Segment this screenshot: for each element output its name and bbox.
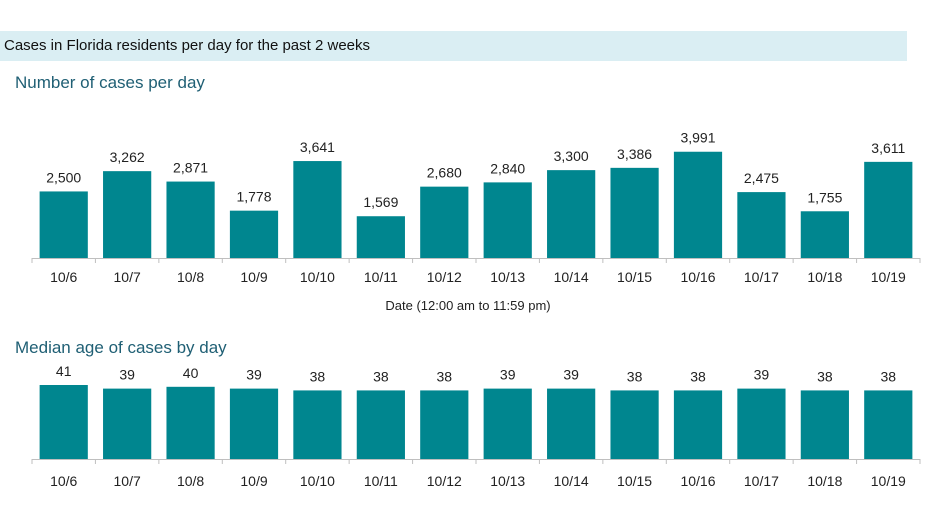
age-tick-label: 10/16 — [680, 473, 715, 489]
age-tick-label: 10/17 — [744, 473, 779, 489]
age-data-label: 40 — [183, 365, 199, 381]
cases-bar — [103, 171, 152, 258]
cases-bar — [673, 151, 723, 258]
age-data-label: 39 — [500, 367, 516, 383]
cases-chart-title: Number of cases per day — [15, 73, 205, 92]
cases-bar — [166, 181, 215, 258]
age-data-label: 38 — [690, 368, 706, 384]
cases-data-label: 1,755 — [807, 189, 842, 205]
age-tick-label: 10/15 — [617, 473, 652, 489]
age-tick-label: 10/11 — [364, 473, 398, 489]
age-bar — [673, 390, 723, 459]
age-bar — [293, 390, 342, 459]
age-data-label: 39 — [119, 367, 135, 383]
age-tick-label: 10/7 — [114, 473, 141, 489]
cases-bar — [356, 216, 405, 258]
cases-tick-label: 10/7 — [114, 269, 141, 285]
cases-data-label: 2,500 — [46, 169, 81, 185]
age-tick-label: 10/12 — [427, 473, 462, 489]
age-tick-label: 10/9 — [240, 473, 267, 489]
age-tick-label: 10/19 — [871, 473, 906, 489]
age-tick-label: 10/13 — [490, 473, 525, 489]
median-age-chart: 41 10/6 39 10/7 40 10/8 39 10/9 38 10/10 38 10/11 38… — [31, 363, 921, 489]
age-data-label: 38 — [880, 368, 896, 384]
cases-tick-label: 10/6 — [50, 269, 77, 285]
banner-title: Cases in Florida residents per day for t… — [4, 37, 371, 54]
cases-tick-label: 10/18 — [807, 269, 842, 285]
cases-bar — [737, 192, 786, 258]
cases-bar — [864, 161, 913, 258]
chart-banner: Cases in Florida residents per day for t… — [0, 31, 907, 61]
age-bar — [420, 390, 469, 459]
age-data-label: 41 — [56, 363, 72, 379]
age-data-label: 38 — [310, 368, 326, 384]
cases-bar — [800, 211, 849, 258]
age-bar — [39, 385, 88, 459]
age-data-label: 38 — [817, 368, 833, 384]
age-bar — [356, 390, 405, 459]
age-bar — [483, 388, 532, 459]
cases-data-label: 2,871 — [173, 160, 208, 176]
age-tick-label: 10/14 — [554, 473, 589, 489]
cases-data-label: 3,262 — [110, 149, 145, 165]
cases-tick-label: 10/13 — [490, 269, 525, 285]
age-data-label: 38 — [627, 368, 643, 384]
age-bar — [229, 388, 279, 459]
cases-tick-label: 10/8 — [177, 269, 204, 285]
age-data-label: 39 — [246, 367, 262, 383]
age-bar — [166, 386, 215, 459]
cases-bar — [610, 167, 659, 258]
cases-x-axis-label: Date (12:00 am to 11:59 pm) — [385, 298, 550, 313]
cases-per-day-chart: 2,500 10/6 3,262 10/7 2,871 10/8 1,778 10/9 3,64… — [31, 130, 921, 285]
cases-data-label: 3,611 — [871, 140, 905, 156]
cases-bar — [293, 161, 342, 258]
age-bar — [547, 388, 596, 459]
age-bar — [737, 388, 786, 459]
cases-data-label: 3,300 — [554, 148, 589, 164]
cases-tick-label: 10/15 — [617, 269, 652, 285]
age-data-label: 39 — [563, 367, 579, 383]
cases-tick-label: 10/17 — [744, 269, 779, 285]
cases-data-label: 2,475 — [744, 170, 779, 186]
cases-data-label: 1,778 — [236, 189, 271, 205]
age-data-label: 38 — [436, 368, 452, 384]
cases-bar — [483, 182, 532, 258]
cases-data-label: 3,641 — [300, 139, 335, 155]
age-tick-label: 10/18 — [807, 473, 842, 489]
age-tick-label: 10/6 — [50, 473, 77, 489]
cases-tick-label: 10/14 — [554, 269, 589, 285]
cases-tick-label: 10/16 — [680, 269, 715, 285]
age-data-label: 38 — [373, 368, 389, 384]
cases-data-label: 3,991 — [680, 130, 715, 146]
cases-tick-label: 10/19 — [871, 269, 906, 285]
cases-tick-label: 10/11 — [364, 269, 398, 285]
cases-data-label: 2,680 — [427, 165, 462, 181]
cases-bar — [39, 191, 88, 258]
cases-tick-label: 10/12 — [427, 269, 462, 285]
age-bar — [864, 390, 913, 459]
age-bar — [610, 390, 659, 459]
age-chart-title: Median age of cases by day — [15, 338, 227, 357]
age-tick-label: 10/10 — [300, 473, 335, 489]
cases-data-label: 1,569 — [363, 194, 398, 210]
cases-bar — [547, 170, 596, 258]
age-bar — [800, 390, 849, 459]
cases-data-label: 2,840 — [490, 160, 525, 176]
cases-bar — [420, 186, 469, 258]
cases-data-label: 3,386 — [617, 146, 652, 162]
cases-tick-label: 10/9 — [240, 269, 267, 285]
cases-tick-label: 10/10 — [300, 269, 335, 285]
cases-bar — [229, 210, 279, 258]
age-bar — [103, 388, 152, 459]
age-data-label: 39 — [754, 367, 770, 383]
age-tick-label: 10/8 — [177, 473, 204, 489]
